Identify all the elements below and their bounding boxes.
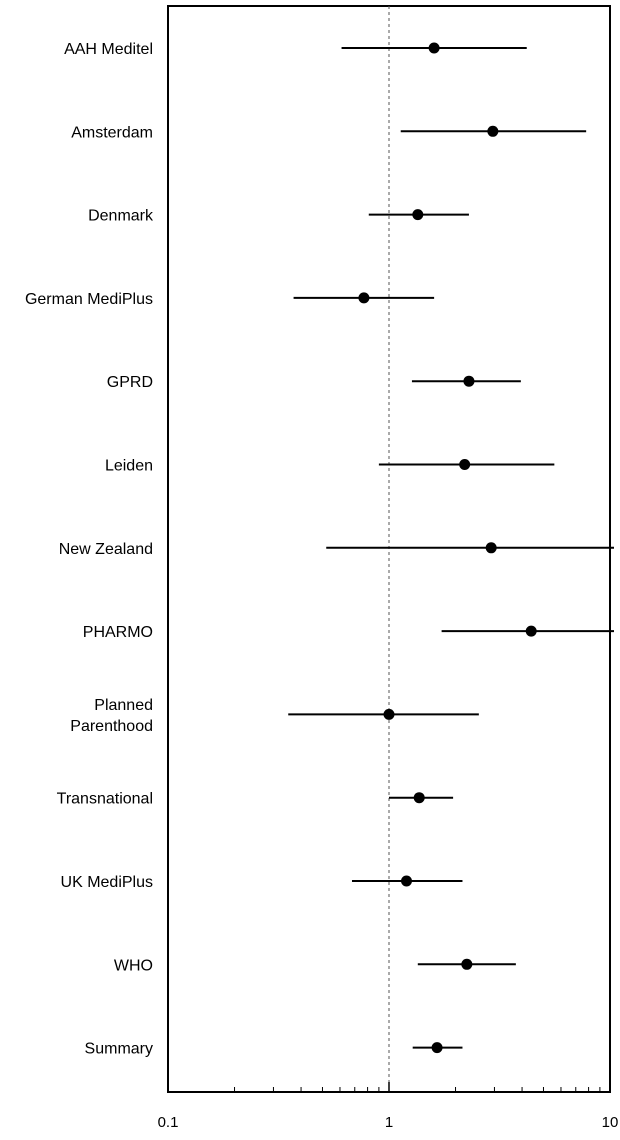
study-label: Transnational [57,791,153,808]
point-estimate [487,125,499,137]
study-row: Leiden [105,458,555,475]
study-row: Amsterdam [71,124,587,141]
study-label: AAH Meditel [64,41,153,58]
study-label: GPRD [107,374,153,391]
point-estimate [459,459,471,470]
study-label: Amsterdam [71,124,153,141]
point-estimate [463,375,475,387]
x-axis-tick-labels: 0.1 1 10 [158,1114,619,1131]
study-row: AAH Meditel [64,41,527,58]
study-row: Planned Parenthood [70,697,479,735]
x-tick-label: 10 [602,1114,619,1131]
point-estimate [412,209,424,221]
point-estimate [413,792,425,804]
study-label: Denmark [88,208,154,225]
study-row: GPRD [107,374,521,391]
study-row: New Zealand [59,541,614,558]
study-row: Summary [85,1041,463,1058]
study-label: PHARMO [83,624,153,641]
study-label: Leiden [105,458,153,475]
x-tick-label: 0.1 [158,1114,179,1131]
x-axis-ticks [167,1082,611,1092]
study-label: WHO [114,957,153,974]
study-label: German MediPlus [25,291,153,308]
point-estimate [461,958,473,970]
study-label: Planned [94,697,153,714]
study-label: New Zealand [59,541,153,558]
study-row: Denmark [88,208,469,225]
study-row: PHARMO [83,624,614,641]
point-estimate [428,42,440,54]
study-label: UK MediPlus [61,874,153,891]
point-estimate [431,1042,443,1054]
study-row: German MediPlus [25,291,435,308]
study-label: Parenthood [70,718,153,735]
point-estimate [525,625,537,637]
point-estimate [383,708,395,720]
study-row: WHO [114,957,516,974]
study-row: Transnational [57,791,454,808]
point-estimate [358,292,370,304]
point-estimate [400,875,412,887]
x-tick-label: 1 [385,1114,393,1131]
point-estimate [485,542,497,554]
study-rows: AAH Meditel Amsterdam Denmark German MediPl… [25,41,614,1058]
study-row: UK MediPlus [61,874,463,891]
study-label: Summary [85,1041,153,1058]
